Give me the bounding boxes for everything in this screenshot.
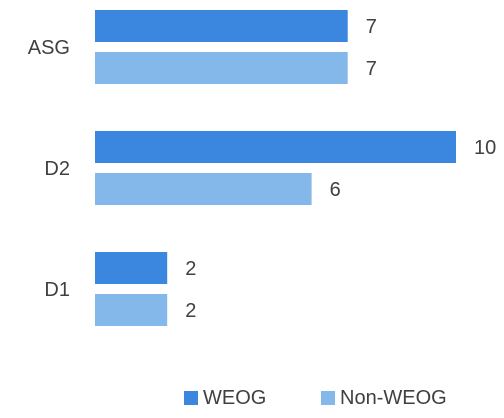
data-label-weog-d1: 2 xyxy=(185,258,196,280)
data-label-weog-asg: 7 xyxy=(366,16,377,38)
legend-swatch-non-weog xyxy=(321,391,335,405)
bar-non-weog-d1 xyxy=(95,294,168,326)
category-label-d1: D1 xyxy=(44,279,70,301)
bar-weog-asg xyxy=(95,10,348,42)
legend-label-weog: WEOG xyxy=(203,387,266,409)
legend-swatch-weog xyxy=(184,391,198,405)
bar-non-weog-d2 xyxy=(95,173,312,205)
data-label-weog-d2: 10 xyxy=(474,137,496,159)
bar-non-weog-asg xyxy=(95,52,348,84)
bar-weog-d2 xyxy=(95,131,456,163)
data-label-non-weog-d1: 2 xyxy=(185,300,196,322)
category-label-asg: ASG xyxy=(28,37,70,59)
category-label-d2: D2 xyxy=(44,158,70,180)
data-label-non-weog-d2: 6 xyxy=(330,179,341,201)
legend-label-non-weog: Non-WEOG xyxy=(340,387,447,409)
data-label-non-weog-asg: 7 xyxy=(366,58,377,80)
bar-weog-d1 xyxy=(95,252,168,284)
